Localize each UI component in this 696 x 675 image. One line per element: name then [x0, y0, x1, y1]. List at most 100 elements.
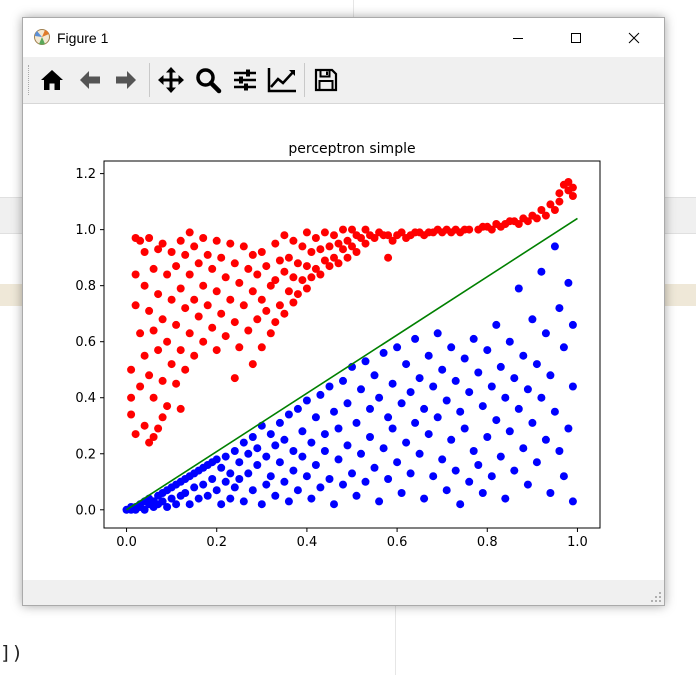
- data-point: [167, 360, 176, 369]
- matplotlib-app-icon: [34, 29, 50, 45]
- data-point: [505, 427, 514, 436]
- data-point: [235, 278, 244, 287]
- title-bar[interactable]: Figure 1: [23, 18, 664, 57]
- data-point: [568, 382, 577, 391]
- data-point: [271, 239, 280, 248]
- data-point: [384, 253, 393, 262]
- data-point: [496, 362, 505, 371]
- resize-grip-icon[interactable]: [650, 591, 662, 603]
- data-point: [163, 337, 172, 346]
- close-button[interactable]: [605, 18, 663, 57]
- data-point: [447, 343, 456, 352]
- data-point: [163, 503, 172, 511]
- data-point: [203, 250, 212, 259]
- close-icon: [628, 32, 640, 43]
- figure-canvas[interactable]: perceptron simple 0.0 0.2 0.4 0.6 0.8 1.0 0.0 0.…: [23, 104, 664, 580]
- data-point: [523, 217, 532, 226]
- data-point: [451, 466, 460, 475]
- data-point: [334, 239, 343, 248]
- data-point: [208, 475, 217, 483]
- data-point: [501, 494, 510, 503]
- data-point: [271, 441, 280, 450]
- data-point: [194, 259, 203, 268]
- data-point: [217, 253, 226, 262]
- data-point: [248, 250, 257, 259]
- data-point: [528, 418, 537, 427]
- subplots-button[interactable]: [229, 64, 261, 96]
- data-point: [212, 486, 221, 495]
- toolbar-separator: [304, 63, 305, 97]
- data-point: [172, 500, 181, 509]
- data-point: [280, 477, 289, 486]
- data-point: [221, 452, 230, 461]
- data-point: [167, 248, 176, 256]
- zoom-button[interactable]: [192, 64, 224, 96]
- data-point: [235, 343, 244, 352]
- data-point: [217, 309, 226, 318]
- data-point: [158, 497, 167, 506]
- data-point: [352, 491, 361, 500]
- data-point: [275, 418, 284, 427]
- data-point: [411, 334, 420, 343]
- data-point: [131, 430, 140, 439]
- back-button[interactable]: [74, 64, 106, 96]
- data-point: [429, 472, 438, 481]
- data-point: [478, 402, 487, 411]
- data-point: [307, 438, 316, 447]
- forward-button[interactable]: [110, 64, 142, 96]
- edit-axes-button[interactable]: [266, 64, 298, 96]
- data-point: [357, 385, 365, 394]
- data-point: [555, 447, 564, 455]
- data-point: [163, 270, 172, 279]
- data-point: [239, 438, 248, 447]
- data-point: [266, 472, 275, 481]
- minimize-button[interactable]: [489, 18, 547, 57]
- data-point: [537, 267, 546, 276]
- data-point: [230, 447, 239, 455]
- status-bar: [23, 580, 664, 605]
- data-point: [293, 259, 302, 268]
- data-point: [275, 256, 284, 265]
- data-point: [311, 234, 320, 242]
- data-point: [397, 228, 406, 237]
- data-point: [131, 270, 140, 279]
- background-divider: [353, 0, 354, 20]
- data-point: [181, 250, 190, 259]
- data-point: [415, 449, 424, 458]
- data-point: [325, 382, 334, 391]
- data-point: [221, 477, 230, 486]
- data-point: [474, 461, 483, 469]
- data-point: [185, 329, 194, 338]
- toolbar-grip[interactable]: [28, 65, 32, 95]
- data-point: [307, 273, 316, 282]
- data-point: [384, 231, 393, 240]
- data-point: [172, 320, 181, 329]
- data-point: [311, 264, 320, 273]
- data-point: [208, 264, 217, 273]
- data-point: [424, 351, 433, 360]
- data-point: [185, 500, 194, 509]
- data-point: [325, 262, 334, 271]
- data-point: [343, 441, 352, 450]
- pan-button[interactable]: [155, 64, 187, 96]
- home-button[interactable]: [36, 64, 68, 96]
- data-point: [127, 410, 136, 419]
- data-point: [393, 458, 402, 467]
- arrow-left-icon: [80, 71, 100, 89]
- data-point: [487, 382, 496, 391]
- data-point: [334, 455, 343, 464]
- data-point: [501, 393, 510, 402]
- data-point: [320, 430, 329, 439]
- maximize-button[interactable]: [547, 18, 605, 57]
- data-point: [167, 295, 176, 304]
- data-point: [280, 435, 289, 444]
- data-point: [226, 295, 235, 304]
- data-point: [415, 374, 424, 383]
- data-point: [550, 242, 559, 251]
- y-tick-label: 1.0: [75, 223, 96, 238]
- data-point: [528, 315, 537, 324]
- data-point: [361, 225, 370, 234]
- data-point: [348, 469, 356, 478]
- save-button[interactable]: [310, 64, 342, 96]
- data-point: [248, 486, 257, 495]
